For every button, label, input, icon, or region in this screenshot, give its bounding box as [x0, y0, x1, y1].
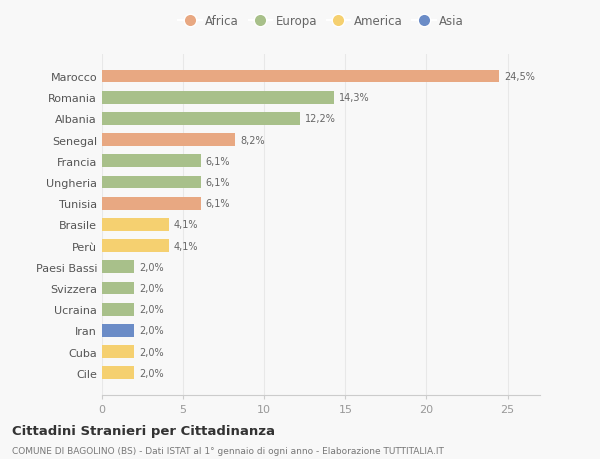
Bar [102, 240, 169, 252]
Bar [102, 325, 134, 337]
Text: Cittadini Stranieri per Cittadinanza: Cittadini Stranieri per Cittadinanza [12, 424, 275, 437]
Bar [102, 282, 134, 295]
Text: 8,2%: 8,2% [240, 135, 265, 146]
Bar [102, 92, 334, 104]
Text: 2,0%: 2,0% [139, 368, 164, 378]
Bar [102, 197, 201, 210]
Bar [102, 155, 201, 168]
Text: 4,1%: 4,1% [173, 241, 198, 251]
Bar [102, 134, 235, 147]
Bar [102, 218, 169, 231]
Text: 6,1%: 6,1% [206, 178, 230, 188]
Text: 14,3%: 14,3% [339, 93, 370, 103]
Text: 12,2%: 12,2% [305, 114, 335, 124]
Text: 6,1%: 6,1% [206, 157, 230, 167]
Text: 2,0%: 2,0% [139, 347, 164, 357]
Legend: Africa, Europa, America, Asia: Africa, Europa, America, Asia [173, 10, 469, 33]
Bar [102, 346, 134, 358]
Text: 4,1%: 4,1% [173, 220, 198, 230]
Bar [102, 113, 300, 125]
Text: 2,0%: 2,0% [139, 326, 164, 336]
Bar [102, 261, 134, 274]
Bar [102, 176, 201, 189]
Text: COMUNE DI BAGOLINO (BS) - Dati ISTAT al 1° gennaio di ogni anno - Elaborazione T: COMUNE DI BAGOLINO (BS) - Dati ISTAT al … [12, 447, 444, 455]
Text: 6,1%: 6,1% [206, 199, 230, 209]
Text: 2,0%: 2,0% [139, 304, 164, 314]
Text: 24,5%: 24,5% [505, 72, 535, 82]
Text: 2,0%: 2,0% [139, 283, 164, 293]
Bar [102, 367, 134, 379]
Bar [102, 71, 499, 83]
Text: 2,0%: 2,0% [139, 262, 164, 272]
Bar [102, 303, 134, 316]
